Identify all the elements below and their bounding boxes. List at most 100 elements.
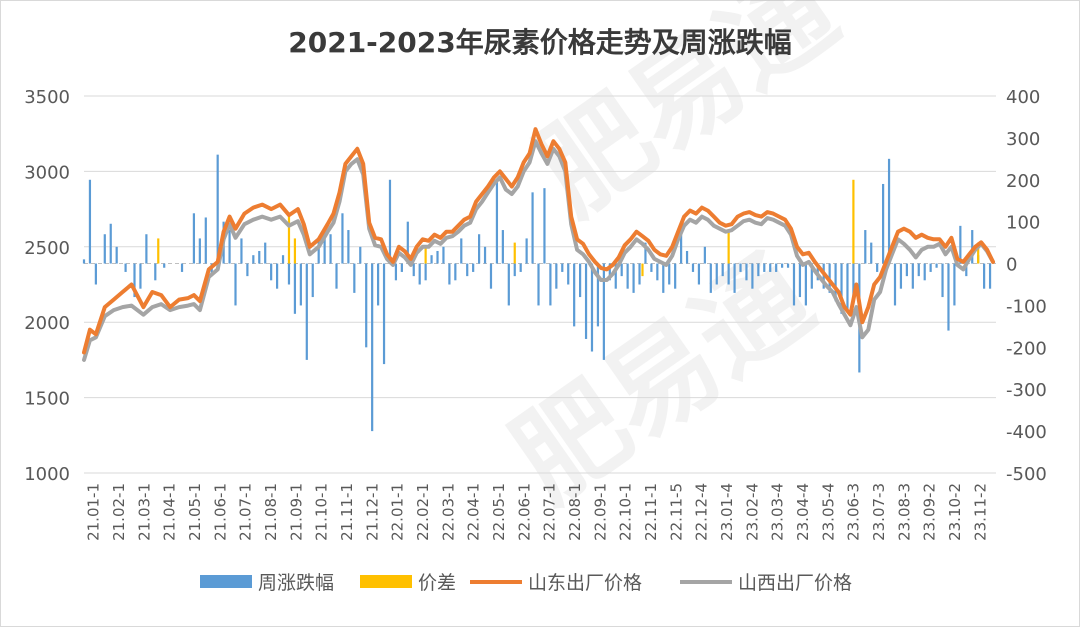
right-tick-label: -400 [1006, 422, 1047, 443]
x-tick-label: 23.05-4 [819, 483, 837, 541]
grid-lines [84, 95, 996, 474]
weekly-change-bar [947, 263, 950, 331]
legend-label: 价差 [418, 572, 456, 594]
weekly-change-bar [935, 263, 938, 268]
weekly-change-bar [489, 263, 493, 289]
right-tick-label: -500 [1006, 464, 1047, 485]
weekly-change-bar [917, 263, 920, 277]
x-tick-label: 22.04-1 [465, 483, 483, 541]
x-tick-label: 23.04-4 [794, 483, 812, 541]
weekly-change-bar [216, 154, 219, 264]
weekly-change-bar [638, 263, 641, 285]
spread-bar [287, 213, 291, 264]
weekly-change-bar [656, 263, 659, 281]
x-tick-label: 21.04-1 [161, 483, 179, 541]
weekly-change-bar [988, 263, 992, 289]
weekly-change-bar [341, 213, 344, 264]
weekly-change-bar [210, 263, 213, 277]
weekly-change-bar [810, 263, 813, 289]
weekly-change-bar [727, 263, 730, 285]
weekly-change-bar [953, 263, 956, 306]
weekly-change-bar [596, 263, 600, 327]
legend: 周涨跌幅 价差 山东出厂价格 山西出厂价格 [200, 572, 852, 594]
x-tick-label: 23.09-2 [921, 483, 939, 541]
weekly-change-bar [293, 263, 297, 314]
weekly-change-bar [573, 263, 576, 327]
weekly-change-bar [198, 238, 201, 264]
spread-bar [424, 246, 427, 264]
legend-swatch [200, 575, 252, 588]
right-tick-label: -300 [1006, 380, 1047, 401]
weekly-change-bar [757, 263, 760, 277]
x-tick-label: 21.10-1 [313, 483, 331, 541]
weekly-change-bar [124, 263, 127, 272]
weekly-change-bar [365, 263, 368, 348]
weekly-change-bar [228, 230, 231, 264]
x-tick-label: 22.06-1 [515, 483, 533, 541]
x-tick-label: 22.11-1 [642, 483, 660, 541]
weekly-change-bar [394, 263, 398, 281]
weekly-change-bar [626, 263, 629, 289]
x-tick-label: 21.12-1 [363, 483, 381, 541]
weekly-change-bar [590, 263, 594, 352]
weekly-change-bar [139, 263, 142, 289]
right-tick-label: 400 [1006, 87, 1040, 108]
weekly-change-bar [513, 263, 516, 277]
x-tick-label: 21.09-1 [287, 483, 305, 541]
right-axis-labels: -500 -400 -300 -200 -100 0 100 200 300 400 [1006, 87, 1047, 485]
weekly-change-bar [662, 263, 665, 293]
weekly-change-bar [567, 263, 570, 285]
weekly-change-bar [483, 246, 487, 264]
weekly-change-bar [406, 221, 409, 264]
shandong-price-line [82, 127, 995, 355]
weekly-change-bar [240, 238, 243, 264]
weekly-change-bar [347, 230, 350, 264]
left-tick-label: 2000 [24, 313, 70, 334]
x-tick-label: 22.05-1 [490, 483, 508, 541]
spread-bar [513, 242, 516, 264]
x-tick-label: 21.06-1 [211, 483, 229, 541]
weekly-change-bar [668, 263, 671, 285]
right-tick-label: -100 [1006, 296, 1047, 317]
weekly-change-bar [264, 242, 267, 264]
weekly-change-bar [929, 263, 932, 272]
weekly-change-bar [584, 263, 588, 339]
weekly-change-bar [941, 263, 944, 298]
weekly-change-bar [507, 263, 510, 306]
weekly-change-bar [454, 263, 457, 281]
weekly-change-bar [430, 255, 433, 264]
weekly-change-bar [109, 223, 112, 264]
left-tick-label: 1000 [24, 464, 70, 485]
weekly-change-bar [923, 263, 926, 281]
weekly-change-bar [703, 246, 706, 264]
spread-bars [157, 179, 980, 277]
x-tick-label: 23.01-4 [718, 483, 736, 541]
weekly-change-bar [424, 263, 427, 281]
left-tick-label: 3500 [24, 87, 70, 108]
left-axis-labels: 1000 1500 2000 2500 3000 3500 [24, 87, 70, 485]
weekly-change-bar [376, 263, 380, 306]
weekly-change-bar [876, 263, 879, 272]
weekly-change-bar [531, 192, 534, 264]
weekly-change-bar [786, 263, 790, 268]
left-tick-label: 3000 [24, 162, 70, 183]
weekly-change-bar [650, 263, 653, 272]
weekly-change-bar [359, 246, 362, 264]
weekly-change-bar [537, 263, 540, 306]
x-tick-label: 22.02-1 [414, 483, 432, 541]
weekly-change-bar [478, 234, 481, 264]
weekly-change-bar [495, 179, 499, 264]
weekly-change-bar [323, 230, 326, 264]
weekly-change-bar [899, 263, 903, 289]
weekly-change-bar [804, 263, 807, 306]
right-tick-label: 200 [1006, 171, 1040, 192]
weekly-change-bar [299, 263, 302, 306]
weekly-change-bar [691, 263, 695, 272]
spread-bar [157, 238, 160, 264]
weekly-change-bar [246, 263, 249, 277]
weekly-change-bar [94, 263, 97, 285]
weekly-change-bar [192, 213, 196, 264]
weekly-change-bar [614, 263, 617, 289]
